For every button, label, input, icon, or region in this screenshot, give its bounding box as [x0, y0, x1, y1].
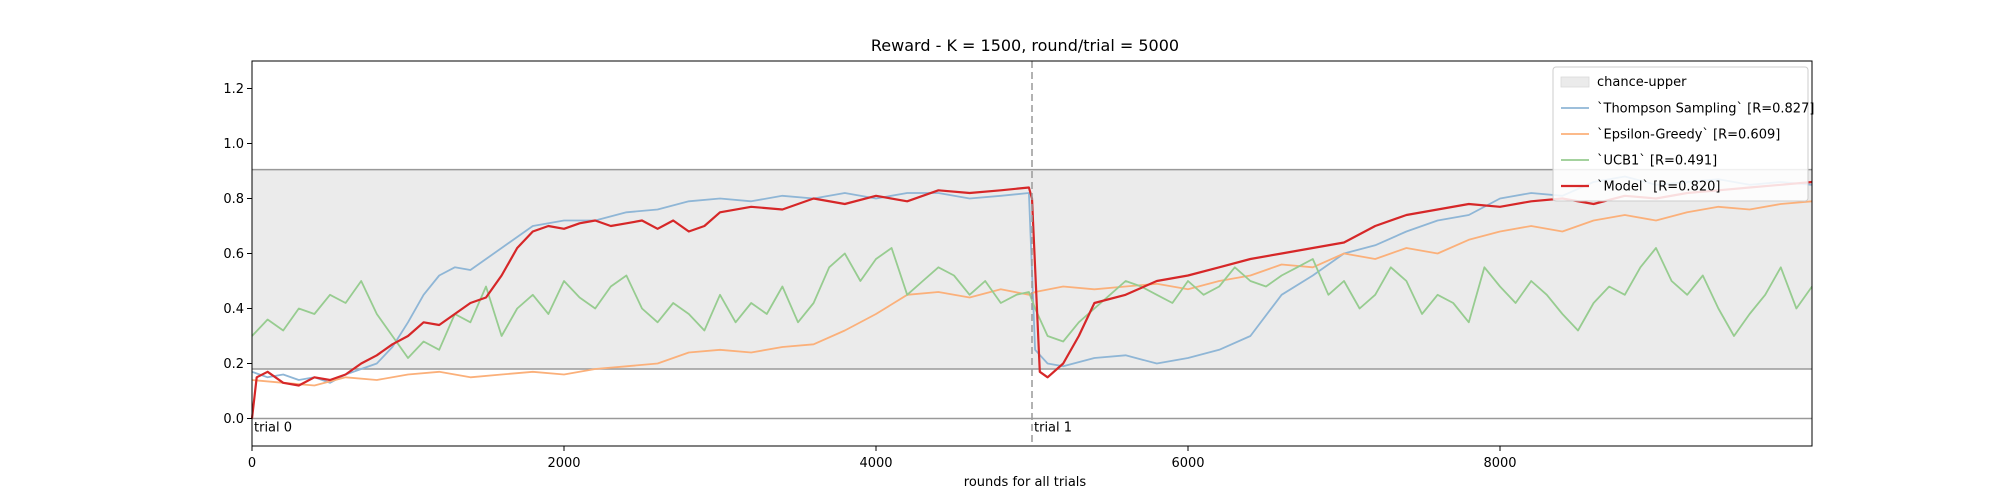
y-tick-label-4: 0.8 — [223, 192, 244, 207]
plot-area: trial 0 trial 1 — [250, 60, 1813, 447]
trial-1-label: trial 1 — [1034, 421, 1072, 436]
x-tick-label-1: 2000 — [547, 456, 580, 471]
series-line-0 — [251, 175, 1813, 384]
legend-label-band: chance-upper — [1597, 75, 1687, 90]
x-tick-label-3: 6000 — [1171, 456, 1204, 471]
legend-label-0: `Thompson Sampling` [R=0.827] — [1597, 102, 1814, 117]
y-axis-ticks: 0.0 0.2 0.4 0.6 0.8 1.0 1.2 — [223, 82, 252, 427]
series-layer — [250, 175, 1813, 419]
legend-label-3: `Model` [R=0.820] — [1597, 180, 1720, 195]
series-line-3 — [250, 180, 1813, 419]
legend-box — [1552, 66, 1809, 202]
x-tick-label-4: 8000 — [1483, 456, 1516, 471]
x-tick-label-2: 4000 — [859, 456, 892, 471]
x-tick-label-0: 0 — [248, 456, 256, 471]
chart-title: Reward - K = 1500, round/trial = 5000 — [871, 36, 1179, 55]
x-axis-ticks: 0 2000 4000 6000 8000 — [248, 446, 1517, 471]
trial-0-label: trial 0 — [254, 421, 292, 436]
legend: chance-upper `Thompson Sampling` [R=0.827… — [1552, 66, 1814, 202]
y-tick-label-2: 0.4 — [223, 302, 244, 317]
legend-label-2: `UCB1` [R=0.491] — [1597, 154, 1717, 169]
x-axis-label: rounds for all trials — [964, 475, 1087, 490]
y-tick-label-5: 1.0 — [223, 137, 244, 152]
series-line-2 — [251, 247, 1813, 359]
y-tick-label-6: 1.2 — [223, 82, 244, 97]
y-tick-label-0: 0.0 — [223, 412, 244, 427]
legend-label-1: `Epsilon-Greedy` [R=0.609] — [1597, 128, 1780, 143]
y-tick-label-3: 0.6 — [223, 247, 244, 262]
legend-swatch-band — [1560, 76, 1590, 88]
y-tick-label-1: 0.2 — [223, 357, 244, 372]
